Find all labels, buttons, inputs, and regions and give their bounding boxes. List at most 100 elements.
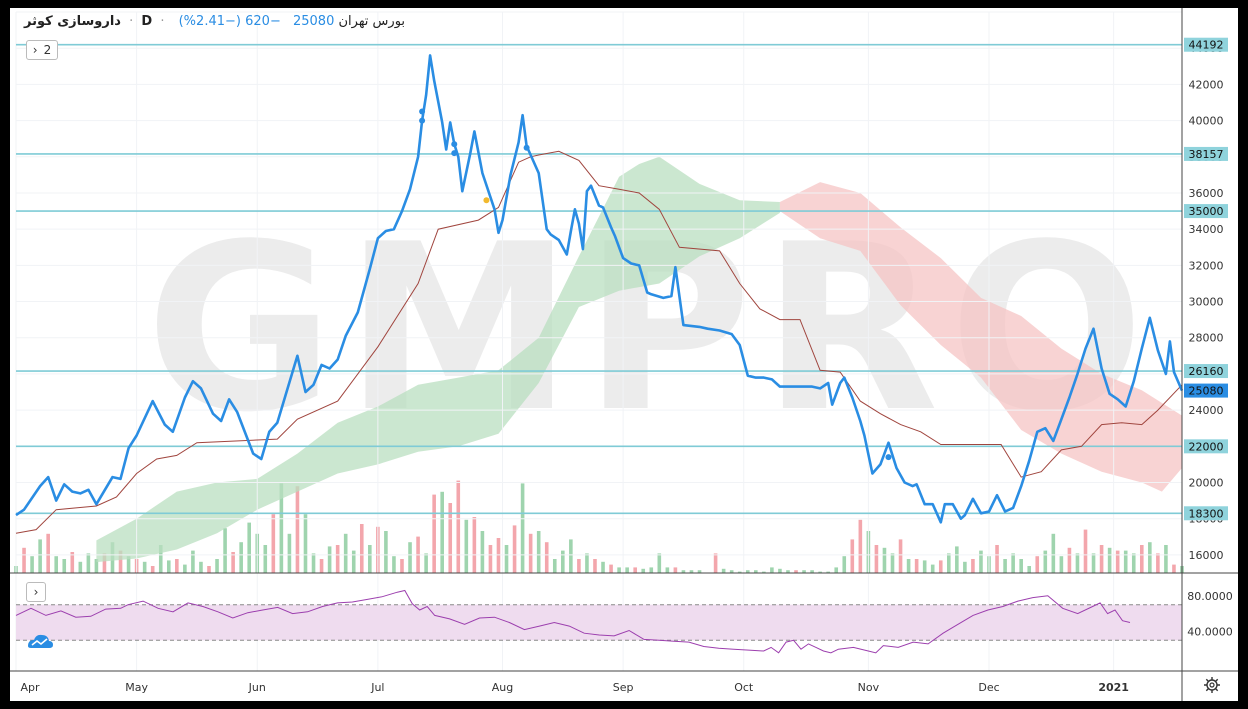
volume-bar <box>166 560 171 573</box>
chevron-right-icon: › <box>33 585 39 599</box>
volume-bar <box>874 545 879 573</box>
volume-bar <box>729 570 734 573</box>
volume-bar <box>963 561 967 573</box>
month-label: Oct <box>734 681 754 694</box>
volume-layer <box>14 480 1184 573</box>
level-label-bg <box>1184 439 1228 454</box>
price-tick-label: 16000 <box>1189 549 1224 562</box>
volume-bar <box>1091 553 1096 573</box>
volume-bar <box>279 483 284 573</box>
signal-marker <box>523 144 530 151</box>
volume-bar <box>448 503 453 573</box>
volume-bar <box>488 545 493 573</box>
volume-bar <box>681 570 686 573</box>
price-tick-label: 40000 <box>1189 115 1224 128</box>
level-label: 44192 <box>1189 39 1224 52</box>
volume-bar <box>54 556 59 573</box>
volume-bar <box>1035 556 1040 573</box>
month-label: Dec <box>978 681 999 694</box>
volume-bar <box>528 533 533 573</box>
volume-bar <box>906 559 911 573</box>
rsi-tick-label: 80.0000 <box>1187 590 1233 603</box>
volume-bar <box>930 564 935 573</box>
level-label-bg <box>1184 146 1228 161</box>
volume-bar <box>882 547 887 573</box>
volume-bar <box>802 570 806 573</box>
month-label: Jun <box>248 681 266 694</box>
volume-bar <box>464 519 469 573</box>
volume-bar <box>617 567 621 573</box>
collapse-indicators-button[interactable]: › 2 <box>26 40 58 60</box>
volume-bar <box>351 550 356 573</box>
volume-bar <box>319 559 324 573</box>
volume-bar <box>38 539 42 573</box>
volume-bar <box>424 553 428 573</box>
chevron-right-icon: › <box>32 43 38 57</box>
markers-layer <box>419 108 892 461</box>
volume-bar <box>609 564 613 573</box>
level-label-bg <box>1184 506 1228 521</box>
cloud-red <box>779 182 1182 492</box>
volume-bar <box>834 567 839 573</box>
indicator-count: 2 <box>43 43 52 57</box>
volume-bar <box>368 545 372 573</box>
volume-bar <box>30 556 34 573</box>
volume-bar <box>94 559 99 573</box>
volume-bar <box>1156 553 1160 573</box>
volume-bar <box>858 519 863 573</box>
volume-bar <box>175 559 179 573</box>
timeframe-label[interactable]: D <box>141 14 153 29</box>
volume-bar <box>1164 545 1168 573</box>
price-change: −620 (−2.41%) <box>178 14 281 29</box>
volume-bar <box>207 566 211 573</box>
volume-bar <box>191 550 195 573</box>
level-label-bg <box>1184 204 1228 219</box>
volume-bar <box>327 546 332 573</box>
price-tick-label: 42000 <box>1189 78 1224 91</box>
volume-bar <box>1139 545 1144 573</box>
cloud-green <box>96 156 780 563</box>
volume-bar <box>818 571 822 573</box>
volume-bar <box>223 528 227 573</box>
volume-bar <box>979 550 983 573</box>
volume-bar <box>183 564 187 573</box>
level-label: 38157 <box>1189 148 1224 161</box>
volume-bar <box>126 556 131 573</box>
volume-bar <box>295 486 300 573</box>
volume-bar <box>263 545 268 573</box>
level-label: 35000 <box>1189 205 1224 218</box>
symbol-legend[interactable]: داروسازی کوثر · D · بورس تهران 25080 −62… <box>24 14 406 29</box>
horizontal-levels-layer[interactable] <box>16 43 1182 515</box>
volume-bar <box>552 559 557 573</box>
volume-bar <box>1131 553 1136 573</box>
volume-bar <box>938 560 943 573</box>
volume-bar <box>1067 547 1072 573</box>
volume-bar <box>737 571 742 573</box>
volume-bar <box>810 570 814 573</box>
volume-bar <box>745 570 750 573</box>
price-tick-label: 36000 <box>1189 187 1224 200</box>
volume-bar <box>593 559 597 573</box>
time-axis[interactable]: Apr May Jun Jul Aug Sep Oct Nov Dec 2021 <box>20 671 1183 701</box>
volume-bar <box>754 570 758 573</box>
level-label-bg <box>1184 364 1228 379</box>
volume-bar <box>1003 559 1007 573</box>
rsi-band <box>16 604 1182 641</box>
price-tick-label: 34000 <box>1189 223 1224 236</box>
price-line-layer[interactable] <box>15 54 1184 524</box>
volume-bar <box>520 483 525 573</box>
rsi-collapse-button[interactable]: › <box>26 582 46 602</box>
last-price-label: 25080 <box>1189 385 1224 398</box>
volume-bar <box>480 531 485 573</box>
volume-bar <box>890 553 895 573</box>
volume-bar <box>496 538 501 573</box>
month-label: May <box>125 681 148 694</box>
rsi-pane[interactable]: 80.0000 40.0000 <box>15 590 1233 654</box>
settings-gear-icon[interactable] <box>1203 676 1221 694</box>
volume-bar <box>432 494 436 573</box>
tradingview-logo-icon[interactable] <box>26 630 54 650</box>
exchange-name: بورس تهران <box>338 14 406 29</box>
volume-bar <box>649 567 654 573</box>
